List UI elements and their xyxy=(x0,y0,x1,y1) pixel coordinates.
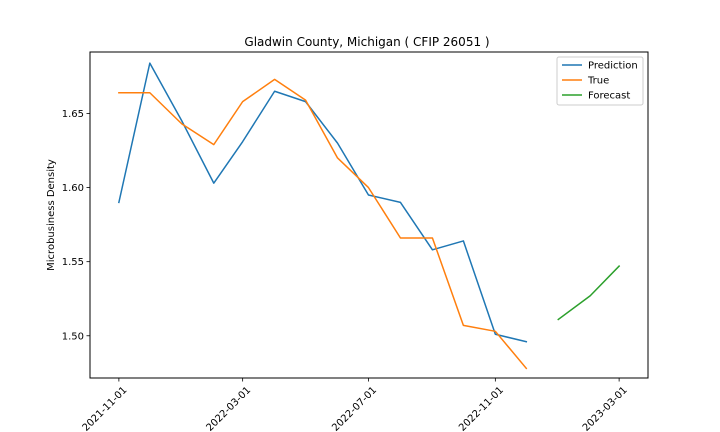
y-tick-label: 1.65 xyxy=(62,109,84,120)
y-tick-label: 1.60 xyxy=(62,183,84,194)
x-tick-label: 2022-11-01 xyxy=(457,385,506,432)
y-axis: 1.50 1.55 1.60 1.65 xyxy=(62,109,90,342)
series-line-prediction xyxy=(117,62,528,343)
x-tick-label: 2023-03-01 xyxy=(581,385,630,432)
y-tick-label: 1.55 xyxy=(62,257,84,268)
series-line-true xyxy=(118,78,528,370)
x-axis: 2021-11-01 2022-03-01 2022-07-01 2022-11-01… xyxy=(81,378,630,432)
axes-frame xyxy=(89,51,649,379)
legend-frame xyxy=(556,56,644,106)
legend-label-forecast: Forecast xyxy=(588,91,630,102)
chart-title: Gladwin County, Michigan ( CFIP 26051 ) xyxy=(244,35,489,49)
y-axis-label: Microbusiness Density xyxy=(46,159,57,271)
x-tick-label: 2022-07-01 xyxy=(330,385,379,432)
legend: Prediction True Forecast xyxy=(556,56,644,106)
legend-label-prediction: Prediction xyxy=(588,61,638,72)
legend-label-true: True xyxy=(587,76,609,87)
y-tick-label: 1.50 xyxy=(62,331,84,342)
plot-area xyxy=(117,62,621,370)
x-tick-label: 2021-11-01 xyxy=(81,385,130,432)
x-tick-label: 2022-03-01 xyxy=(204,385,253,432)
series-line-forecast xyxy=(557,265,621,321)
